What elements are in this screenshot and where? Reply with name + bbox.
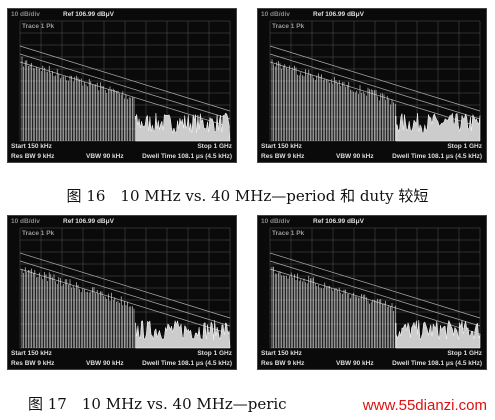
limit-line xyxy=(19,45,231,112)
spectrum-spikes xyxy=(21,56,135,141)
spectrum-screen: 10 dB/div Ref 106.99 dBμV Trace 1 Pk Start … xyxy=(7,8,237,163)
stop-frequency: Stop 1 GHz xyxy=(197,350,232,357)
spectrum-screen: 10 dB/div Ref 106.99 dBμV Trace 1 Pk Start … xyxy=(257,8,487,163)
trace-label: Trace 1 Pk xyxy=(272,23,305,30)
start-frequency: Start 150 kHz xyxy=(11,350,52,357)
figure-caption: 图 17 10 MHz vs. 40 MHz—peric xyxy=(28,395,287,413)
stop-frequency: Stop 1 GHz xyxy=(447,143,482,150)
spectrum-plot xyxy=(19,20,231,142)
scale-label: 10 dB/div xyxy=(261,11,290,18)
scale-label: 10 dB/div xyxy=(11,218,40,225)
video-bandwidth: VBW 90 kHz xyxy=(86,360,124,367)
reference-level: Ref 106.99 dBμV xyxy=(63,218,114,225)
spectrum-spikes xyxy=(271,266,396,348)
reference-level: Ref 106.99 dBμV xyxy=(313,218,364,225)
resolution-bandwidth: Res BW 9 kHz xyxy=(261,360,305,367)
resolution-bandwidth: Res BW 9 kHz xyxy=(261,153,305,160)
spectrum-plot xyxy=(19,227,231,349)
limit-line xyxy=(269,260,481,327)
limit-line xyxy=(269,268,481,335)
start-frequency: Start 150 kHz xyxy=(261,350,302,357)
limit-line xyxy=(269,252,481,319)
trace-label: Trace 1 Pk xyxy=(272,230,305,237)
spectrum-spikes xyxy=(21,267,135,348)
trace-label: Trace 1 Pk xyxy=(22,230,55,237)
limit-line xyxy=(19,260,231,327)
spectrum-plot xyxy=(269,227,481,349)
noise-floor xyxy=(135,319,231,349)
video-bandwidth: VBW 90 kHz xyxy=(336,360,374,367)
spectrum-screen: 10 dB/div Ref 106.99 dBμV Trace 1 Pk Start … xyxy=(7,215,237,370)
limit-line xyxy=(269,53,481,120)
spectrum-screen: 10 dB/div Ref 106.99 dBμV Trace 1 Pk Start … xyxy=(257,215,487,370)
noise-floor xyxy=(135,112,231,142)
spectrum-spikes xyxy=(271,59,396,141)
trace-label: Trace 1 Pk xyxy=(22,23,55,30)
noise-floor xyxy=(395,113,481,142)
figure-caption: 图 16 10 MHz vs. 40 MHz—period 和 duty 较短 xyxy=(66,187,429,205)
limit-line xyxy=(19,252,231,319)
stop-frequency: Stop 1 GHz xyxy=(447,350,482,357)
reference-level: Ref 106.99 dBμV xyxy=(63,11,114,18)
dwell-time: Dwell Time 108.1 μs (4.5 kHz) xyxy=(142,360,232,367)
video-bandwidth: VBW 90 kHz xyxy=(336,153,374,160)
limit-line xyxy=(19,268,231,335)
dwell-time: Dwell Time 108.1 μs (4.5 kHz) xyxy=(392,360,482,367)
start-frequency: Start 150 kHz xyxy=(261,143,302,150)
resolution-bandwidth: Res BW 9 kHz xyxy=(11,360,55,367)
limit-line xyxy=(19,53,231,120)
stop-frequency: Stop 1 GHz xyxy=(197,143,232,150)
noise-floor xyxy=(395,319,481,349)
watermark: www.55dianzi.com xyxy=(362,397,487,414)
dwell-time: Dwell Time 108.1 μs (4.5 kHz) xyxy=(142,153,232,160)
resolution-bandwidth: Res BW 9 kHz xyxy=(11,153,55,160)
scale-label: 10 dB/div xyxy=(261,218,290,225)
spectrum-plot xyxy=(269,20,481,142)
limit-line xyxy=(269,61,481,128)
scale-label: 10 dB/div xyxy=(11,11,40,18)
limit-line xyxy=(269,45,481,112)
reference-level: Ref 106.99 dBμV xyxy=(313,11,364,18)
dwell-time: Dwell Time 108.1 μs (4.5 kHz) xyxy=(392,153,482,160)
start-frequency: Start 150 kHz xyxy=(11,143,52,150)
video-bandwidth: VBW 90 kHz xyxy=(86,153,124,160)
